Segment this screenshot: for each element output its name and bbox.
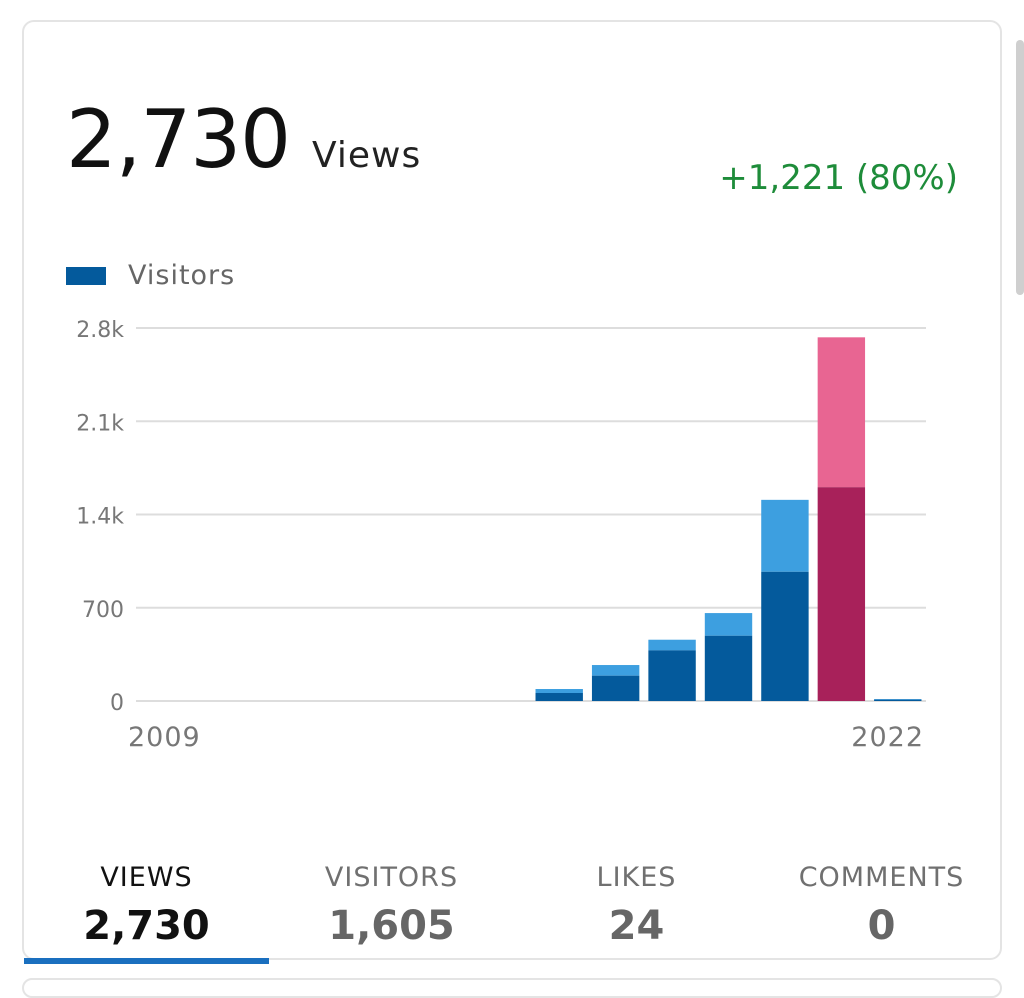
x-tick-label-start: 2009 bbox=[128, 722, 201, 753]
bar-segment-base bbox=[535, 693, 583, 701]
bar-segment-top bbox=[704, 613, 753, 636]
bar-segment-base bbox=[874, 699, 922, 701]
bar-segment-top bbox=[817, 337, 866, 488]
legend-label: Visitors bbox=[128, 260, 236, 291]
bar-segment-base bbox=[817, 487, 866, 701]
change-indicator: +1,221 (80%) bbox=[719, 158, 958, 198]
tab-views[interactable]: VIEWS 2,730 bbox=[24, 842, 269, 964]
tab-comments-value: 0 bbox=[867, 903, 896, 949]
bar-segment-base bbox=[591, 675, 640, 701]
bar-segment-top bbox=[535, 689, 583, 694]
tab-comments[interactable]: COMMENTS 0 bbox=[759, 842, 1004, 962]
next-card-edge bbox=[22, 978, 1002, 998]
tab-comments-label: COMMENTS bbox=[798, 862, 965, 893]
tab-likes-label: LIKES bbox=[596, 862, 677, 893]
bar-segment-base bbox=[704, 635, 753, 701]
tab-views-label: VIEWS bbox=[100, 862, 193, 893]
legend-swatch bbox=[66, 266, 106, 285]
bar-segment-top bbox=[761, 499, 809, 572]
chart-legend: Visitors bbox=[66, 260, 235, 291]
headline: 2,730 Views bbox=[66, 100, 421, 210]
tab-visitors-value: 1,605 bbox=[328, 903, 455, 949]
bar-segment-top bbox=[874, 699, 922, 700]
stats-card: 2,730 Views +1,221 (80%) Visitors 0 700 1.4… bbox=[22, 20, 1004, 964]
active-tab-underline bbox=[24, 958, 269, 964]
tab-likes[interactable]: LIKES 24 bbox=[514, 842, 759, 962]
total-views-label: Views bbox=[312, 135, 422, 176]
y-tick-label: 2.1k bbox=[76, 411, 124, 436]
stats-tabs: VIEWS 2,730 VISITORS 1,605 LIKES 24 COMM… bbox=[24, 842, 1004, 964]
scrollbar[interactable] bbox=[1016, 40, 1024, 295]
tab-visitors-label: VISITORS bbox=[324, 862, 459, 893]
bar-segment-top bbox=[591, 665, 640, 676]
y-tick-label: 0 bbox=[110, 691, 124, 716]
bar-segment-base bbox=[761, 571, 809, 701]
bar-segment-top bbox=[648, 639, 696, 651]
y-tick-label: 1.4k bbox=[76, 505, 124, 530]
total-views-value: 2,730 bbox=[66, 93, 291, 186]
y-tick-label: 700 bbox=[82, 598, 124, 623]
tab-visitors[interactable]: VISITORS 1,605 bbox=[269, 842, 514, 962]
tab-likes-value: 24 bbox=[608, 903, 665, 949]
y-tick-label: 2.8k bbox=[76, 318, 124, 343]
x-tick-label-end: 2022 bbox=[851, 722, 924, 753]
tab-views-value: 2,730 bbox=[83, 903, 210, 949]
views-bar-chart: 0 700 1.4k 2.1k 2.8k 2009 2022 bbox=[76, 318, 926, 753]
bar-segment-base bbox=[648, 650, 696, 701]
